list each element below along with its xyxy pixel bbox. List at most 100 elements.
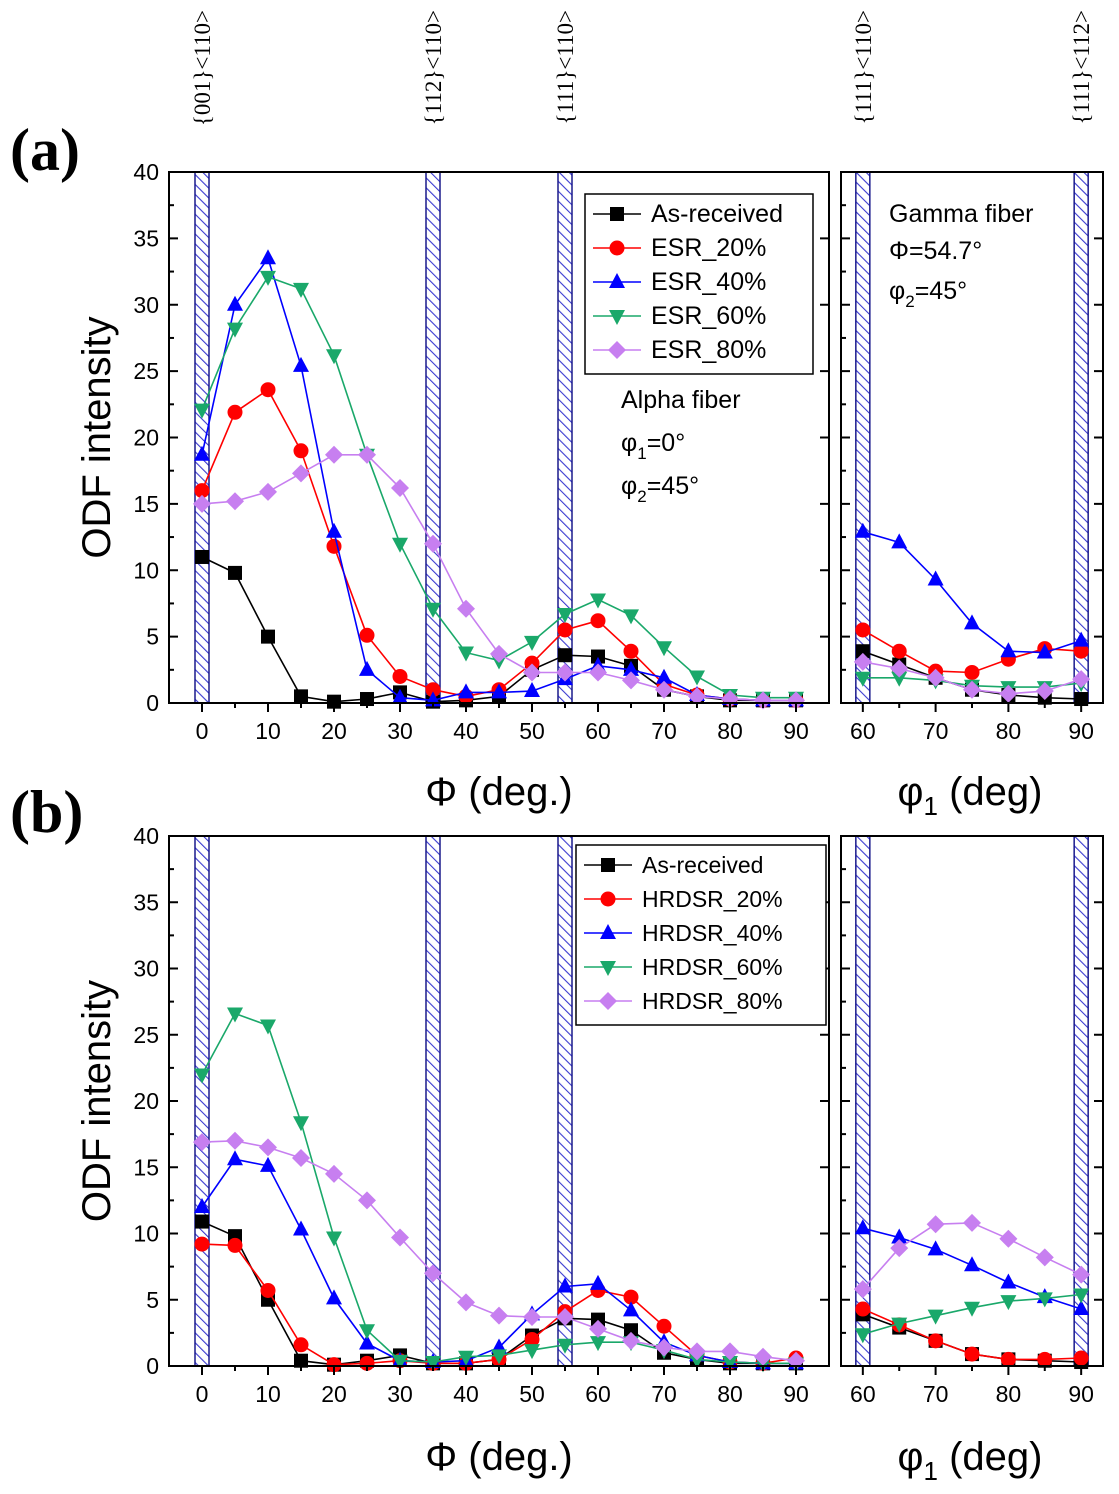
data-point bbox=[458, 646, 474, 662]
data-point bbox=[926, 668, 945, 687]
data-point bbox=[655, 680, 673, 699]
data-point bbox=[1035, 682, 1054, 701]
orientation-label: {111}<112> bbox=[1069, 10, 1094, 124]
data-point bbox=[688, 687, 706, 706]
y-axis-title: ODF intensity bbox=[75, 980, 119, 1222]
data-point bbox=[854, 1219, 871, 1235]
y-axis-title: ODF intensity bbox=[75, 316, 119, 558]
data-point bbox=[964, 614, 980, 630]
annotation: φ2=45° bbox=[889, 277, 967, 311]
x-tick-label: 80 bbox=[717, 718, 743, 744]
annotation-sub: 2 bbox=[637, 487, 646, 506]
data-point bbox=[424, 534, 442, 553]
data-point bbox=[194, 1236, 210, 1252]
series-line bbox=[862, 531, 1082, 654]
data-point bbox=[1036, 643, 1053, 659]
x-tick-label: 60 bbox=[850, 718, 876, 744]
x-tick-label: 80 bbox=[717, 1381, 743, 1407]
data-point bbox=[557, 1277, 573, 1293]
x-tick-label: 90 bbox=[1068, 1381, 1094, 1407]
data-point bbox=[589, 663, 607, 682]
legend-label: ESR_80% bbox=[651, 336, 766, 364]
data-point bbox=[928, 1333, 944, 1349]
x-tick-label: 70 bbox=[651, 718, 677, 744]
data-point bbox=[226, 1131, 244, 1150]
data-point bbox=[227, 1150, 243, 1166]
plot-b-right: 60 70 80 90 φ1 (deg) bbox=[840, 835, 1104, 1486]
data-point bbox=[293, 1116, 309, 1132]
data-point bbox=[193, 1133, 211, 1152]
plot-frame bbox=[840, 835, 1104, 1367]
x-tick-label: 60 bbox=[585, 718, 611, 744]
data-point bbox=[325, 445, 343, 464]
data-point bbox=[424, 1264, 442, 1283]
data-point bbox=[1000, 642, 1017, 658]
annotation: φ1=0° bbox=[621, 429, 685, 463]
data-point bbox=[194, 1068, 210, 1084]
legend-marker bbox=[609, 273, 625, 288]
data-point bbox=[226, 492, 244, 511]
legend-item: ESR_60% bbox=[593, 302, 766, 330]
data-point bbox=[1073, 631, 1090, 647]
series-esr-20- bbox=[855, 622, 1089, 680]
data-point bbox=[260, 249, 276, 265]
y-tick-label: 5 bbox=[146, 1287, 159, 1313]
x-tick-label: 40 bbox=[453, 718, 479, 744]
data-point bbox=[359, 1324, 375, 1340]
x-tick-label: 70 bbox=[651, 1381, 677, 1407]
legend-item: HRDSR_20% bbox=[584, 886, 783, 912]
data-point bbox=[293, 1337, 309, 1353]
data-point bbox=[891, 1317, 908, 1333]
x-tick-label: 70 bbox=[923, 1381, 949, 1407]
x-tick-label: 50 bbox=[519, 1381, 545, 1407]
data-point bbox=[622, 671, 640, 690]
y-tick-label: 15 bbox=[133, 491, 159, 517]
data-point bbox=[964, 1346, 980, 1362]
data-point bbox=[590, 593, 606, 609]
x-axis-title: Φ (deg.) bbox=[425, 770, 573, 814]
data-point bbox=[260, 382, 276, 398]
legend-label: HRDSR_60% bbox=[642, 954, 783, 980]
x-tick-label: 10 bbox=[255, 1381, 281, 1407]
y-tick-label: 0 bbox=[146, 690, 159, 716]
plot-a-left: 0 5 10 15 20 25 30 35 40 0 10 20 30 40 50 60 70 80 90 Φ (de… bbox=[133, 159, 830, 814]
data-point bbox=[656, 641, 672, 657]
series-esr-80- bbox=[853, 652, 1091, 703]
data-point bbox=[891, 1228, 908, 1244]
data-point bbox=[392, 537, 408, 553]
y-tick-label: 10 bbox=[133, 1221, 159, 1247]
annotation-base: φ bbox=[621, 472, 637, 500]
data-point bbox=[623, 660, 639, 676]
data-point bbox=[854, 671, 871, 687]
data-point bbox=[490, 644, 508, 663]
x-axis-title-base: φ bbox=[898, 1435, 924, 1479]
x-tick-label: 80 bbox=[996, 718, 1022, 744]
data-point bbox=[227, 404, 243, 420]
data-point bbox=[325, 1164, 343, 1183]
legend-box bbox=[575, 844, 827, 1026]
series-hrdsr-60- bbox=[854, 1288, 1090, 1344]
x-tick-label: 50 bbox=[519, 718, 545, 744]
legend-marker bbox=[609, 310, 625, 325]
annotation-sub: 1 bbox=[637, 444, 646, 463]
x-axis-title-rest: (deg) bbox=[938, 1435, 1043, 1479]
data-point bbox=[558, 648, 572, 663]
data-point bbox=[964, 1256, 980, 1272]
data-point bbox=[1037, 1351, 1053, 1367]
x-tick-label: 30 bbox=[387, 1381, 413, 1407]
hatched-band bbox=[425, 835, 441, 1367]
data-point bbox=[326, 522, 342, 538]
x-axis-title: Φ (deg.) bbox=[425, 1435, 573, 1479]
data-point bbox=[195, 1214, 209, 1229]
legend-marker bbox=[609, 240, 625, 256]
annotation-sub: 2 bbox=[905, 292, 914, 311]
orientation-label: {112}<110> bbox=[421, 10, 446, 125]
legend-item: HRDSR_80% bbox=[584, 988, 783, 1014]
x-tick-label: 30 bbox=[387, 718, 413, 744]
x-tick-label: 40 bbox=[453, 1381, 479, 1407]
data-point bbox=[855, 644, 870, 659]
data-point bbox=[591, 649, 605, 664]
data-point bbox=[623, 609, 639, 625]
data-point bbox=[327, 694, 341, 709]
data-point bbox=[524, 682, 540, 698]
